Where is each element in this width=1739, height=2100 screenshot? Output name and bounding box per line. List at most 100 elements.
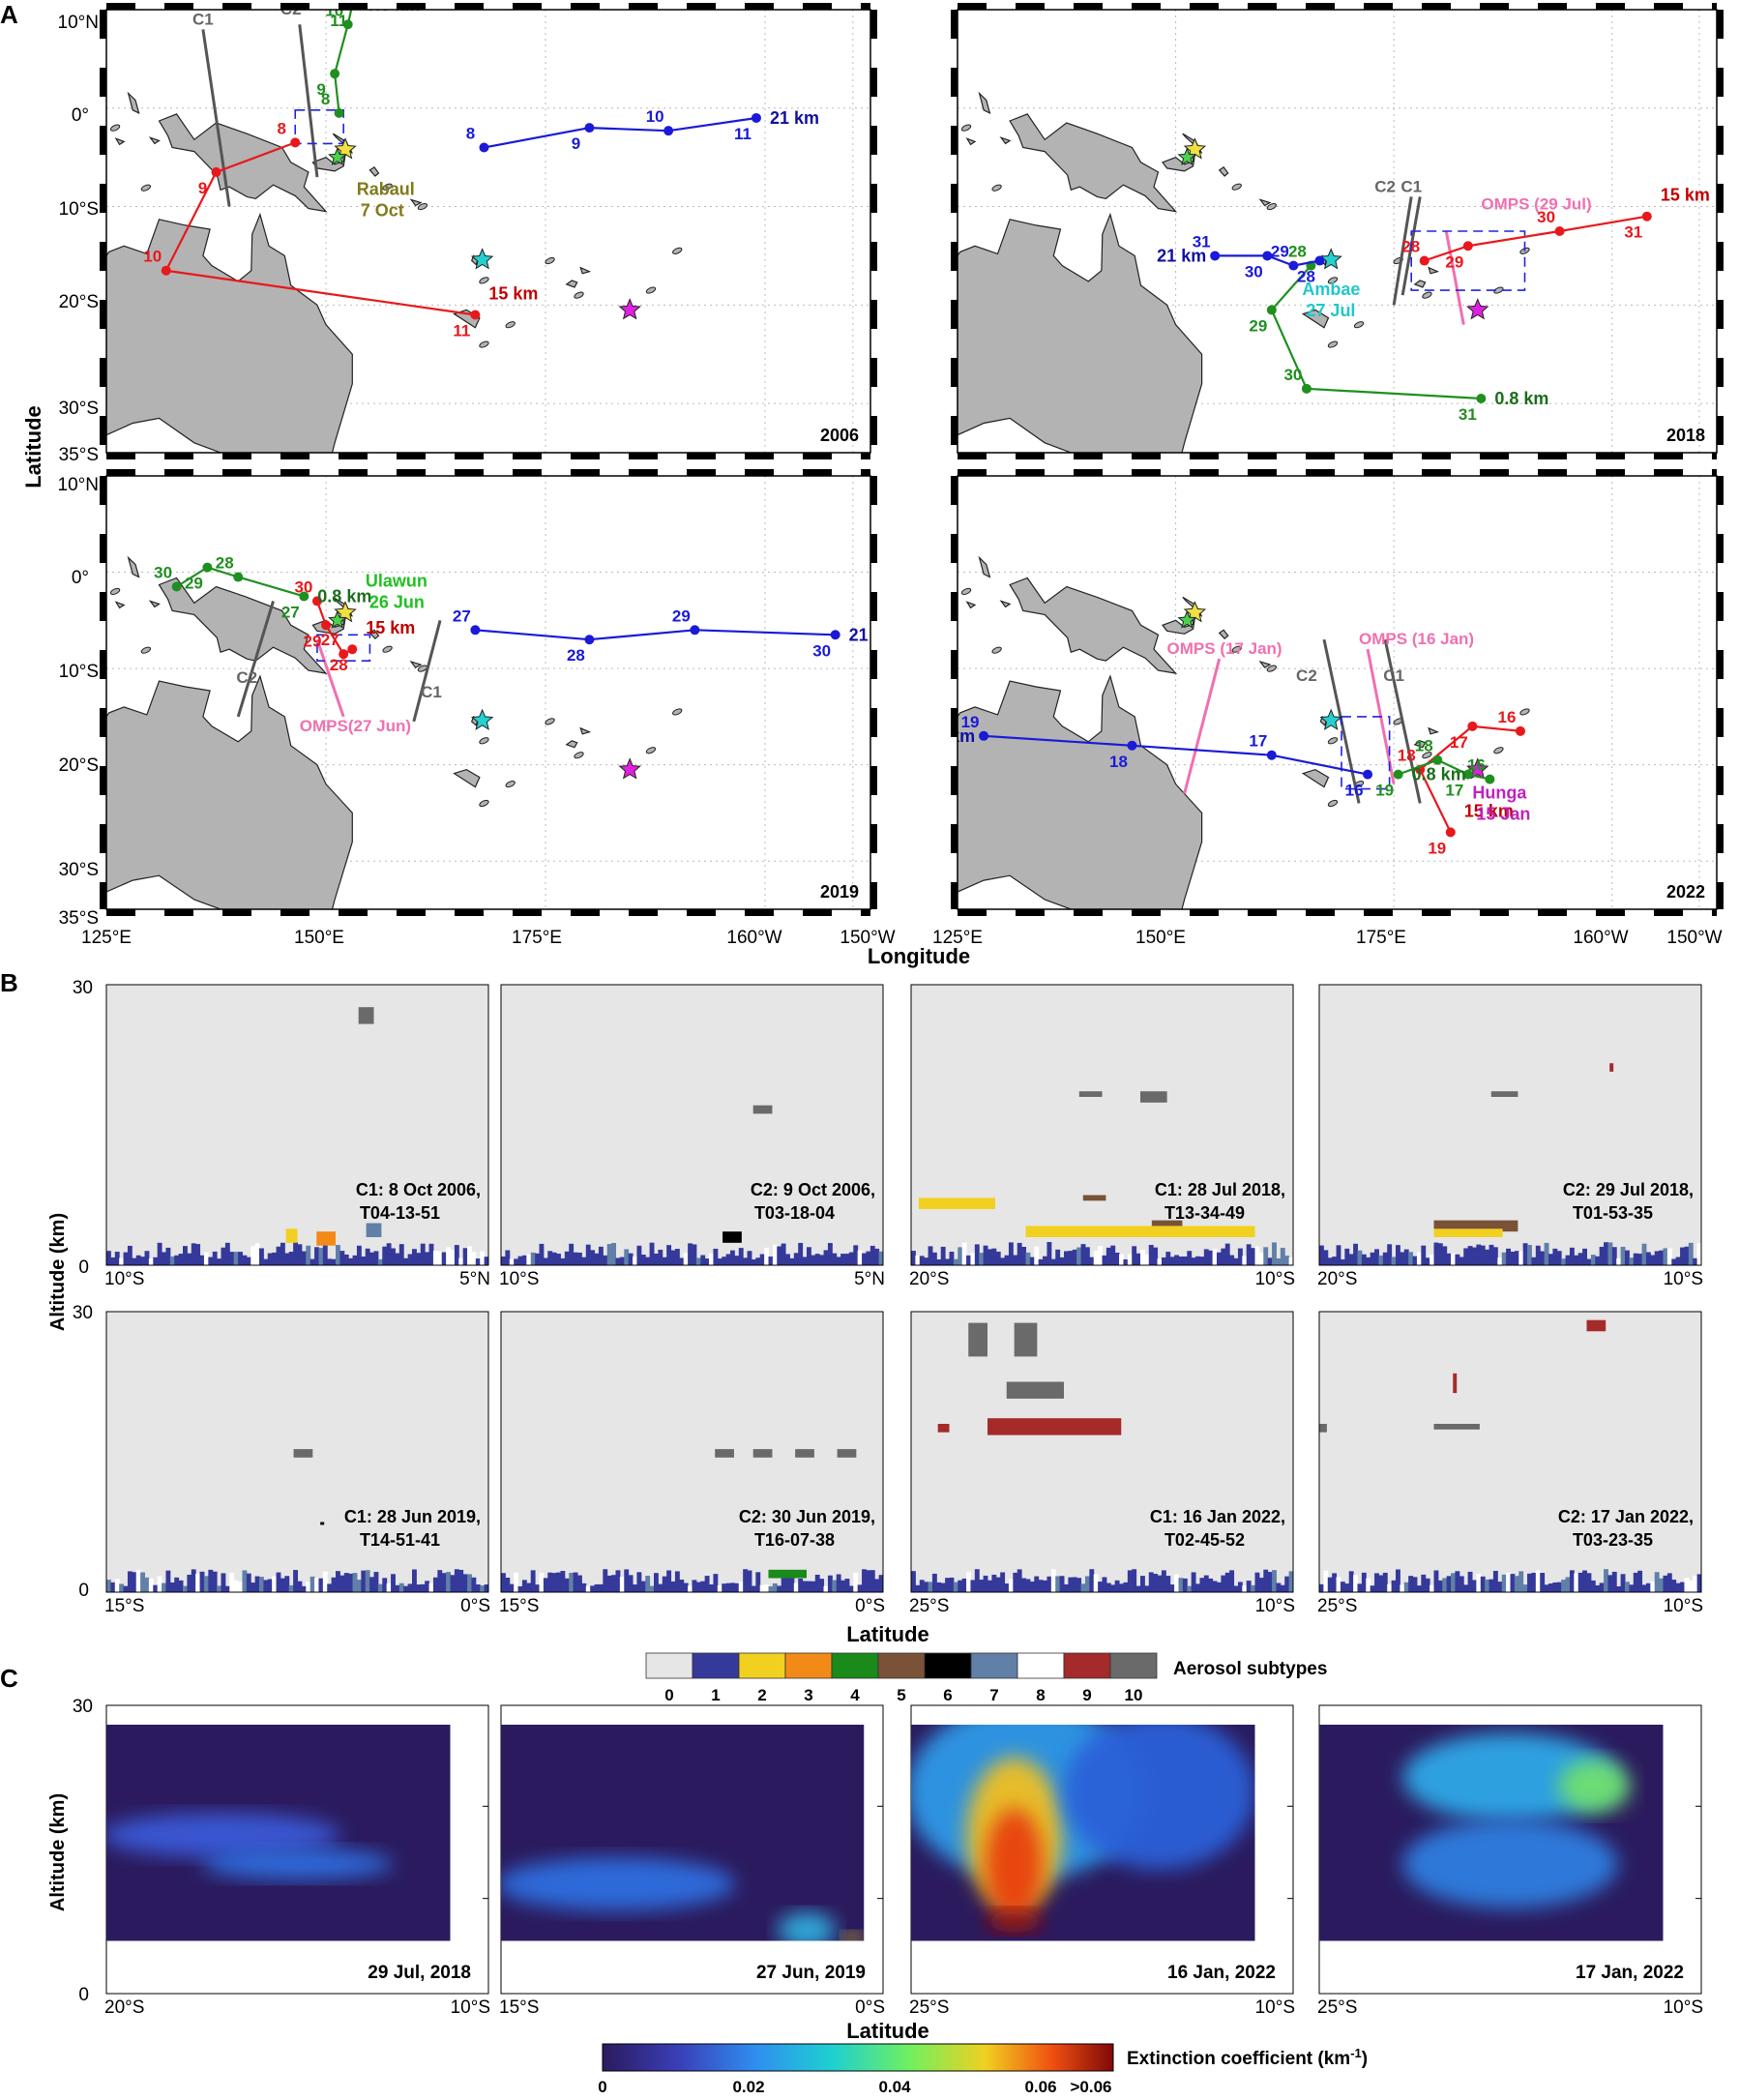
aerosol-layer-block	[1014, 1322, 1038, 1357]
map-border-tick	[870, 882, 877, 909]
aerosol-surface-block	[931, 1252, 937, 1265]
island-land	[1218, 165, 1229, 177]
aerosol-surface-block	[848, 1585, 854, 1592]
aerosol-surface-block	[1224, 1572, 1230, 1592]
aerosol-layer-block	[837, 1449, 857, 1458]
aerosol-surface-block	[1666, 1573, 1672, 1592]
trajectory-point	[1485, 774, 1495, 784]
aerosol-surface-block	[1680, 1582, 1685, 1592]
aerosol-surface-block	[1552, 1248, 1558, 1265]
aerosol-surface-block	[840, 1254, 845, 1265]
map-border-tick	[870, 358, 877, 387]
aerosol-surface-block	[1144, 1585, 1150, 1592]
aerosol-surface-block	[331, 1577, 337, 1592]
aerosol-surface-block	[700, 1581, 706, 1592]
aerosol-surface-block	[819, 1255, 825, 1265]
aerosol-surface-block	[919, 1580, 925, 1592]
aerosol-surface-block	[654, 1253, 659, 1265]
aerosol-surface-block	[547, 1251, 553, 1265]
aerosol-surface-block	[674, 1571, 680, 1592]
caliop-track	[1392, 196, 1413, 306]
aerosol-surface-block	[1374, 1249, 1379, 1265]
trajectory-day-label: 29	[1249, 316, 1267, 335]
map-border-tick	[1480, 469, 1509, 476]
map-border-tick	[1717, 126, 1724, 155]
island-land	[965, 601, 977, 609]
small-island	[109, 587, 121, 596]
aerosol-surface-block	[386, 1243, 392, 1265]
aerosol-surface-block	[949, 1252, 955, 1265]
aerosol-layer-block	[285, 1228, 298, 1243]
trajectory-point	[1641, 211, 1652, 222]
ytick-20s-top: 20°S	[59, 292, 99, 312]
ytick-0-bot: 0°	[72, 568, 89, 588]
aerosol-surface-block	[1280, 1584, 1285, 1592]
aerosol-surface-block	[233, 1252, 239, 1265]
aerosol-surface-block	[674, 1249, 680, 1265]
ytick-20s-bot: 20°S	[59, 755, 99, 776]
volcano-name-label: Rabaul	[357, 179, 415, 198]
caliop-track-label: C2	[280, 0, 302, 18]
curtain-panel-2: C2: 9 Oct 2006, T03-18-04 10°S 5°N	[499, 984, 885, 1289]
aerosol-surface-block	[827, 1575, 833, 1592]
small-island	[574, 291, 584, 299]
aerosol-surface-block	[743, 1569, 749, 1592]
aerosol-surface-block	[272, 1252, 278, 1265]
trajectory-day-label: 28	[567, 646, 585, 665]
aerosol-surface-block	[961, 1578, 967, 1592]
aerosol-surface-block	[501, 1256, 506, 1265]
map-border-tick	[1717, 242, 1724, 271]
aerosol-surface-block	[1675, 1582, 1681, 1592]
trajectory-point	[334, 107, 344, 118]
aerosol-surface-block	[1641, 1243, 1647, 1265]
aerosol-surface-block	[1506, 1573, 1511, 1592]
aerosol-surface-block	[1195, 1583, 1200, 1592]
map-border-tick	[1717, 824, 1724, 853]
curtain-background	[911, 1312, 1293, 1592]
aerosol-surface-block	[407, 1583, 413, 1592]
curtain-panel-3: C1: 28 Jul 2018, T13-34-49 20°S 10°S	[909, 984, 1295, 1289]
aerosol-surface-block	[666, 1245, 672, 1265]
aerosol-surface-block	[640, 1581, 646, 1592]
aerosol-surface-block	[467, 1246, 472, 1265]
map-border-tick	[870, 534, 877, 563]
caliop-track-label: C1	[192, 10, 214, 28]
omps-track	[1444, 230, 1465, 325]
aerosol-surface-block	[183, 1246, 188, 1265]
extinction-xtick-left: 25°S	[909, 1997, 949, 2018]
aerosol-surface-block	[1105, 1247, 1111, 1265]
aerosol-surface-block	[297, 1581, 303, 1592]
map-border-tick	[951, 68, 958, 97]
aerosol-surface-block	[594, 1253, 600, 1265]
aerosol-surface-block	[1442, 1246, 1448, 1265]
aerosol-surface-block	[212, 1251, 218, 1265]
aerosol-surface-block	[1217, 1252, 1222, 1265]
map-border-tick	[1712, 909, 1717, 916]
trajectory-day-label: 29	[185, 575, 203, 593]
aerosol-surface-block	[911, 1251, 916, 1265]
aerosol-surface-block	[1357, 1250, 1363, 1265]
trajectory-point	[1266, 750, 1277, 760]
c-ytick-30: 30	[73, 1697, 93, 1717]
omps-track-label: OMPS (17 Jan)	[1167, 639, 1282, 658]
aerosol-surface-block	[936, 1582, 942, 1592]
aerosol-surface-block	[1105, 1582, 1111, 1592]
aerosol-layer-block	[1151, 1220, 1183, 1227]
trajectory-day-label: 28	[1288, 243, 1307, 261]
aerosol-layer-block	[768, 1569, 807, 1579]
aerosol-surface-block	[1378, 1575, 1384, 1592]
aerosol-surface-block	[734, 1582, 740, 1592]
map-border-tick	[164, 3, 193, 10]
aerosol-surface-block	[1208, 1250, 1214, 1265]
curtain-time: T02-45-52	[1164, 1530, 1245, 1550]
aerosol-surface-block	[1437, 1580, 1443, 1592]
aerosol-surface-block	[1671, 1258, 1677, 1265]
map-border-tick	[870, 592, 877, 621]
aerosol-layer-block	[1078, 1091, 1103, 1097]
aerosol-surface-block	[1272, 1242, 1277, 1265]
aerosol-surface-block	[446, 1247, 451, 1265]
aerosol-surface-block	[759, 1584, 765, 1592]
trajectory-day-label: 18	[1415, 737, 1433, 755]
